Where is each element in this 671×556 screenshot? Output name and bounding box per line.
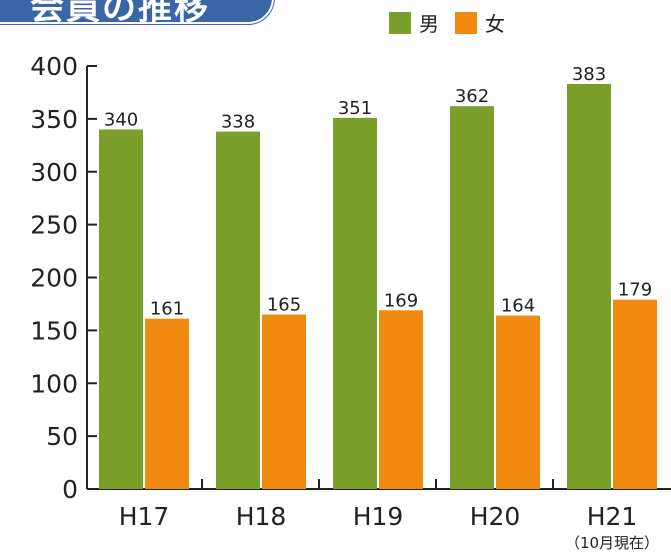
chart-title: 会員の推移 xyxy=(30,0,210,28)
y-tick-label: 200 xyxy=(30,264,78,293)
x-tick-label-h20: H20 xyxy=(470,502,521,531)
legend-item-male: 男 xyxy=(389,8,439,37)
y-tick-label: 150 xyxy=(30,316,78,345)
x-tick-label-h17: H17 xyxy=(119,502,170,531)
bar-female-h20 xyxy=(496,315,540,489)
x-tick-label-h21: H21 xyxy=(587,502,638,531)
bar-male-h20 xyxy=(450,106,494,489)
value-label-female-h21: 179 xyxy=(618,280,652,301)
legend: 男 女 xyxy=(389,8,521,37)
value-label-female-h18: 165 xyxy=(267,295,301,316)
y-tick-label: 350 xyxy=(30,105,78,134)
y-tick-label: 50 xyxy=(46,422,78,451)
bar-male-h17 xyxy=(99,129,143,489)
bar-female-h18 xyxy=(262,314,306,489)
y-tick-label: 400 xyxy=(30,52,78,81)
y-tick-label: 250 xyxy=(30,211,78,240)
value-label-male-h19: 351 xyxy=(338,98,372,119)
legend-label-female: 女 xyxy=(485,12,505,36)
legend-label-male: 男 xyxy=(419,12,439,36)
x-tick-note: （10月現在） xyxy=(565,534,659,552)
y-tick-label: 100 xyxy=(30,369,78,398)
value-label-female-h19: 169 xyxy=(384,290,418,311)
legend-swatch-male xyxy=(389,11,411,34)
value-label-female-h20: 164 xyxy=(501,296,535,317)
bar-male-h21 xyxy=(567,83,611,489)
value-label-female-h17: 161 xyxy=(150,299,184,320)
bar-male-h19 xyxy=(333,117,377,489)
y-tick-label: 0 xyxy=(62,475,78,504)
value-label-male-h17: 340 xyxy=(104,109,138,130)
bar-male-h18 xyxy=(216,131,260,489)
x-tick-label-h18: H18 xyxy=(236,502,287,531)
value-label-male-h21: 383 xyxy=(572,64,606,85)
value-label-male-h20: 362 xyxy=(455,86,489,107)
bar-female-h19 xyxy=(379,310,423,489)
y-tick-label: 300 xyxy=(30,158,78,187)
x-tick-label-h19: H19 xyxy=(353,502,404,531)
title-badge xyxy=(0,0,274,24)
bar-female-h17 xyxy=(145,318,189,489)
legend-item-female: 女 xyxy=(455,8,505,37)
bar-female-h21 xyxy=(613,299,657,489)
legend-swatch-female xyxy=(455,11,477,34)
value-label-male-h18: 338 xyxy=(221,112,255,133)
